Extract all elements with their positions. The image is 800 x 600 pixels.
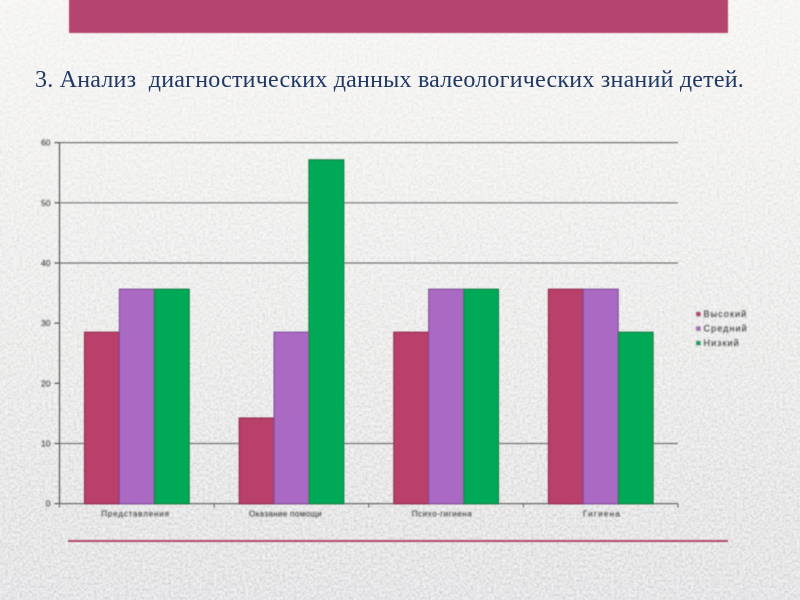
svg-text:30: 30 <box>41 318 51 328</box>
svg-text:Высокий: Высокий <box>704 309 748 319</box>
svg-text:Представления: Представления <box>101 510 170 519</box>
svg-text:Гигиена: Гигиена <box>583 510 621 519</box>
svg-text:60: 60 <box>41 138 51 148</box>
svg-text:40: 40 <box>41 258 51 268</box>
svg-text:Психо-гигиена: Психо-гигиена <box>412 510 472 519</box>
svg-text:Низкий: Низкий <box>704 338 740 348</box>
svg-text:20: 20 <box>41 378 51 388</box>
svg-text:Средний: Средний <box>704 324 748 334</box>
svg-text:Оказание помощи: Оказание помощи <box>249 510 322 519</box>
svg-text:10: 10 <box>41 439 51 449</box>
svg-text:0: 0 <box>46 499 51 509</box>
svg-text:50: 50 <box>41 198 51 208</box>
